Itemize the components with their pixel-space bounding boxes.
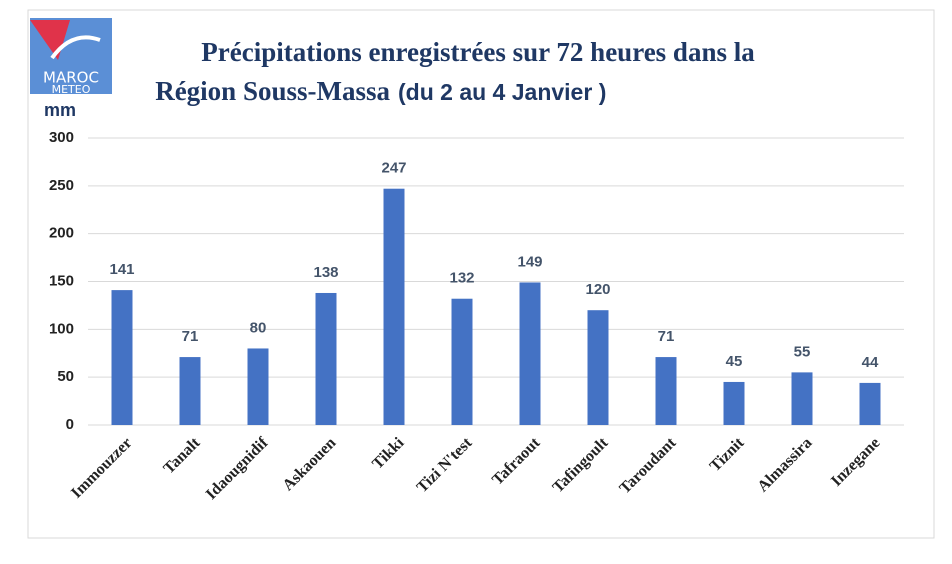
chart-frame	[27, 9, 935, 539]
bar	[519, 282, 541, 425]
chart-subtitle: (du 2 au 4 Janvier )	[398, 79, 606, 105]
bar	[383, 188, 405, 425]
bar	[587, 310, 609, 425]
y-tick-label: 200	[49, 225, 74, 242]
logo-text: METEO	[52, 83, 91, 96]
y-tick-label: 0	[66, 416, 74, 433]
chart-title: Région Souss-Massa	[155, 76, 390, 106]
data-label: 141	[109, 261, 134, 278]
bar	[859, 382, 881, 425]
bar	[111, 290, 133, 425]
data-label: 138	[313, 264, 338, 281]
data-label: 45	[726, 353, 743, 370]
y-tick-label: 300	[49, 129, 74, 146]
data-label: 80	[250, 319, 267, 336]
bar	[179, 357, 201, 425]
bar	[655, 357, 677, 425]
data-label: 247	[381, 160, 406, 177]
y-tick-label: 150	[49, 272, 74, 289]
data-label: 44	[862, 354, 879, 371]
logo-text: MAROC	[43, 69, 99, 87]
data-label: 55	[794, 343, 811, 360]
bar	[451, 298, 473, 425]
data-label: 120	[585, 281, 610, 298]
data-label: 71	[658, 328, 675, 345]
chart-title: Précipitations enregistrées sur 72 heure…	[201, 37, 755, 67]
y-tick-label: 100	[49, 320, 74, 337]
y-axis-label: mm	[44, 100, 76, 120]
data-label: 149	[517, 253, 542, 270]
bar	[723, 381, 745, 425]
bar	[247, 348, 269, 425]
data-label: 132	[449, 270, 474, 287]
y-tick-label: 50	[57, 368, 74, 385]
logo: MAROC METEO	[30, 18, 112, 96]
bar	[791, 372, 813, 425]
y-tick-label: 250	[49, 177, 74, 194]
data-label: 71	[182, 328, 199, 345]
bar	[315, 292, 337, 425]
logo-arc	[50, 35, 101, 60]
